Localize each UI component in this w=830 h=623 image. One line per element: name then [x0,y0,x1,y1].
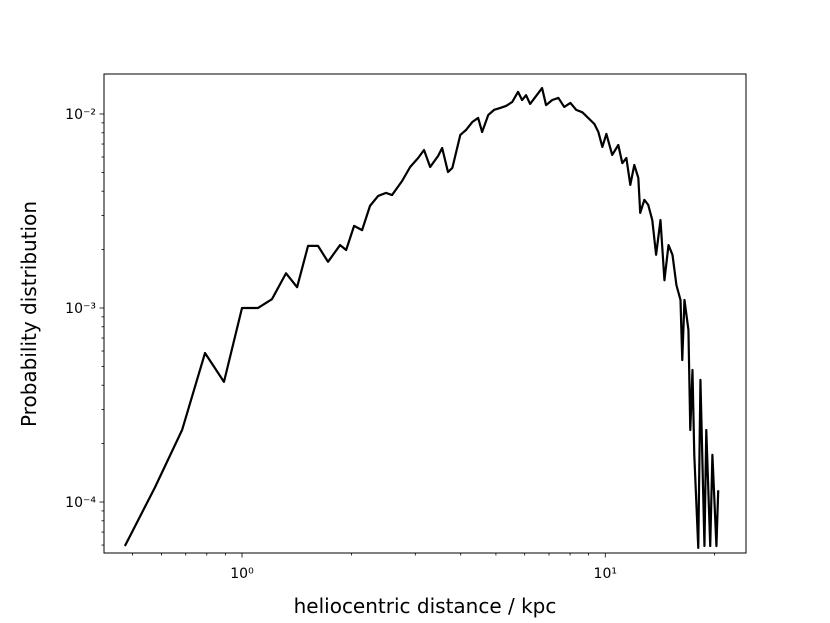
data-line [123,86,720,550]
y-tick-label: 10⁻⁴ [65,495,96,511]
y-tick-label: 10⁻³ [65,301,96,317]
plot-frame [103,73,747,554]
y-tick-label: 10⁻² [65,107,96,123]
y-axis-label: Probability distribution [17,201,41,427]
x-tick-label: 10⁰ [230,566,254,582]
x-tick-label: 10¹ [594,566,617,582]
x-axis-label: heliocentric distance / kpc [294,594,557,618]
